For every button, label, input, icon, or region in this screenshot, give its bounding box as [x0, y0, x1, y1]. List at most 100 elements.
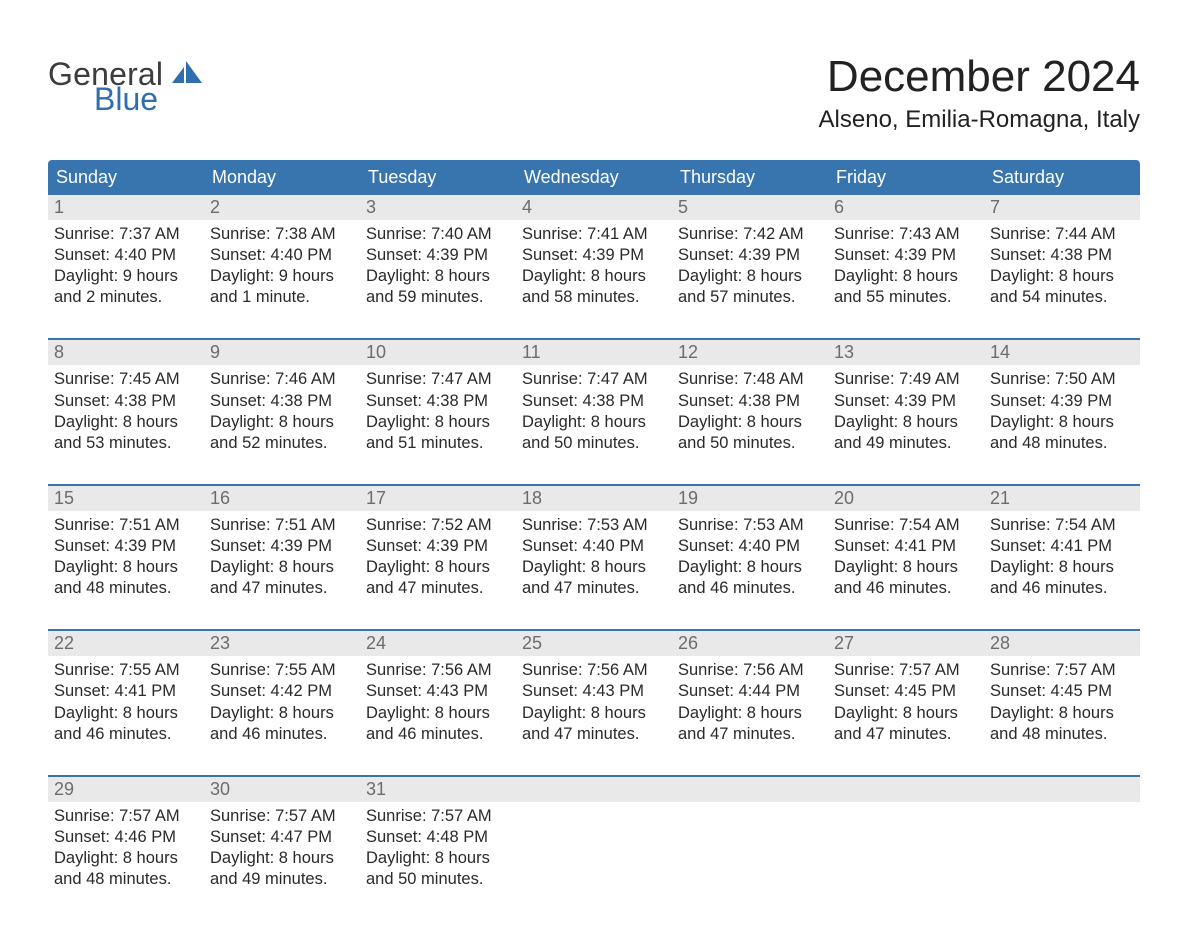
sunrise-line: Sunrise: 7:43 AM: [834, 224, 978, 245]
daylight-line-2: and 46 minutes.: [366, 724, 510, 745]
day-number: 22: [48, 631, 204, 656]
sunrise-line: Sunrise: 7:49 AM: [834, 369, 978, 390]
day-content-row: Sunrise: 7:57 AMSunset: 4:46 PMDaylight:…: [48, 802, 1140, 900]
day-number: 28: [984, 631, 1140, 656]
calendar-page: General Blue December 2024 Alseno, Emili…: [0, 0, 1188, 940]
day-number: 18: [516, 486, 672, 511]
day-cell: Sunrise: 7:47 AMSunset: 4:38 PMDaylight:…: [360, 365, 516, 463]
sunrise-line: Sunrise: 7:51 AM: [210, 515, 354, 536]
calendar-week: 15161718192021Sunrise: 7:51 AMSunset: 4:…: [48, 484, 1140, 609]
day-cell: Sunrise: 7:45 AMSunset: 4:38 PMDaylight:…: [48, 365, 204, 463]
daylight-line-2: and 59 minutes.: [366, 287, 510, 308]
day-number: 1: [48, 195, 204, 220]
daylight-line-2: and 50 minutes.: [522, 433, 666, 454]
day-number-row: 1234567: [48, 195, 1140, 220]
sunrise-line: Sunrise: 7:57 AM: [990, 660, 1134, 681]
sunset-line: Sunset: 4:39 PM: [990, 391, 1134, 412]
sunrise-line: Sunrise: 7:50 AM: [990, 369, 1134, 390]
calendar-header-row: Sunday Monday Tuesday Wednesday Thursday…: [48, 160, 1140, 195]
day-cell: Sunrise: 7:41 AMSunset: 4:39 PMDaylight:…: [516, 220, 672, 318]
daylight-line-1: Daylight: 8 hours: [834, 266, 978, 287]
day-cell: Sunrise: 7:52 AMSunset: 4:39 PMDaylight:…: [360, 511, 516, 609]
daylight-line-2: and 46 minutes.: [834, 578, 978, 599]
sunset-line: Sunset: 4:41 PM: [54, 681, 198, 702]
daylight-line-1: Daylight: 8 hours: [678, 557, 822, 578]
daylight-line-2: and 46 minutes.: [210, 724, 354, 745]
day-number: 25: [516, 631, 672, 656]
sunset-line: Sunset: 4:39 PM: [54, 536, 198, 557]
daylight-line-2: and 49 minutes.: [834, 433, 978, 454]
day-cell: Sunrise: 7:40 AMSunset: 4:39 PMDaylight:…: [360, 220, 516, 318]
sunrise-line: Sunrise: 7:48 AM: [678, 369, 822, 390]
day-number: 8: [48, 340, 204, 365]
day-cell: Sunrise: 7:56 AMSunset: 4:43 PMDaylight:…: [516, 656, 672, 754]
sunset-line: Sunset: 4:43 PM: [366, 681, 510, 702]
day-number: [984, 777, 1140, 802]
sunrise-line: Sunrise: 7:41 AM: [522, 224, 666, 245]
daylight-line-2: and 51 minutes.: [366, 433, 510, 454]
sunset-line: Sunset: 4:45 PM: [990, 681, 1134, 702]
sunset-line: Sunset: 4:39 PM: [834, 391, 978, 412]
daylight-line-2: and 47 minutes.: [210, 578, 354, 599]
sunrise-line: Sunrise: 7:47 AM: [366, 369, 510, 390]
sunset-line: Sunset: 4:41 PM: [834, 536, 978, 557]
title-block: December 2024 Alseno, Emilia-Romagna, It…: [819, 30, 1140, 152]
day-number: 4: [516, 195, 672, 220]
daylight-line-1: Daylight: 8 hours: [990, 703, 1134, 724]
day-number: 23: [204, 631, 360, 656]
daylight-line-2: and 46 minutes.: [990, 578, 1134, 599]
day-cell: [984, 802, 1140, 900]
day-number: 6: [828, 195, 984, 220]
sunset-line: Sunset: 4:39 PM: [366, 536, 510, 557]
day-number-row: 293031: [48, 777, 1140, 802]
sunset-line: Sunset: 4:38 PM: [210, 391, 354, 412]
calendar-week: 22232425262728Sunrise: 7:55 AMSunset: 4:…: [48, 629, 1140, 754]
sunset-line: Sunset: 4:40 PM: [678, 536, 822, 557]
daylight-line-1: Daylight: 8 hours: [210, 557, 354, 578]
dow-friday: Friday: [828, 160, 984, 195]
sunrise-line: Sunrise: 7:46 AM: [210, 369, 354, 390]
daylight-line-1: Daylight: 8 hours: [366, 266, 510, 287]
sunrise-line: Sunrise: 7:44 AM: [990, 224, 1134, 245]
sunset-line: Sunset: 4:38 PM: [522, 391, 666, 412]
daylight-line-2: and 49 minutes.: [210, 869, 354, 890]
sunrise-line: Sunrise: 7:51 AM: [54, 515, 198, 536]
day-number: 21: [984, 486, 1140, 511]
day-number: 10: [360, 340, 516, 365]
sunset-line: Sunset: 4:40 PM: [210, 245, 354, 266]
day-cell: Sunrise: 7:57 AMSunset: 4:47 PMDaylight:…: [204, 802, 360, 900]
calendar-week: 1234567Sunrise: 7:37 AMSunset: 4:40 PMDa…: [48, 195, 1140, 318]
sunset-line: Sunset: 4:41 PM: [990, 536, 1134, 557]
day-cell: Sunrise: 7:54 AMSunset: 4:41 PMDaylight:…: [828, 511, 984, 609]
day-cell: Sunrise: 7:53 AMSunset: 4:40 PMDaylight:…: [516, 511, 672, 609]
day-number: 13: [828, 340, 984, 365]
daylight-line-1: Daylight: 8 hours: [210, 412, 354, 433]
dow-saturday: Saturday: [984, 160, 1140, 195]
sunrise-line: Sunrise: 7:56 AM: [678, 660, 822, 681]
daylight-line-2: and 48 minutes.: [990, 724, 1134, 745]
sunset-line: Sunset: 4:38 PM: [990, 245, 1134, 266]
calendar-week: 293031Sunrise: 7:57 AMSunset: 4:46 PMDay…: [48, 775, 1140, 900]
daylight-line-2: and 53 minutes.: [54, 433, 198, 454]
daylight-line-1: Daylight: 8 hours: [522, 557, 666, 578]
sunset-line: Sunset: 4:39 PM: [678, 245, 822, 266]
sunset-line: Sunset: 4:39 PM: [210, 536, 354, 557]
sunset-line: Sunset: 4:39 PM: [522, 245, 666, 266]
day-cell: Sunrise: 7:54 AMSunset: 4:41 PMDaylight:…: [984, 511, 1140, 609]
day-cell: Sunrise: 7:53 AMSunset: 4:40 PMDaylight:…: [672, 511, 828, 609]
daylight-line-2: and 48 minutes.: [54, 869, 198, 890]
daylight-line-2: and 2 minutes.: [54, 287, 198, 308]
dow-wednesday: Wednesday: [516, 160, 672, 195]
daylight-line-2: and 47 minutes.: [834, 724, 978, 745]
day-number: 16: [204, 486, 360, 511]
day-number: 7: [984, 195, 1140, 220]
daylight-line-2: and 1 minute.: [210, 287, 354, 308]
daylight-line-1: Daylight: 8 hours: [210, 848, 354, 869]
sunrise-line: Sunrise: 7:57 AM: [54, 806, 198, 827]
daylight-line-1: Daylight: 8 hours: [366, 848, 510, 869]
daylight-line-2: and 54 minutes.: [990, 287, 1134, 308]
sunset-line: Sunset: 4:42 PM: [210, 681, 354, 702]
daylight-line-1: Daylight: 8 hours: [366, 703, 510, 724]
day-cell: Sunrise: 7:43 AMSunset: 4:39 PMDaylight:…: [828, 220, 984, 318]
sunset-line: Sunset: 4:44 PM: [678, 681, 822, 702]
